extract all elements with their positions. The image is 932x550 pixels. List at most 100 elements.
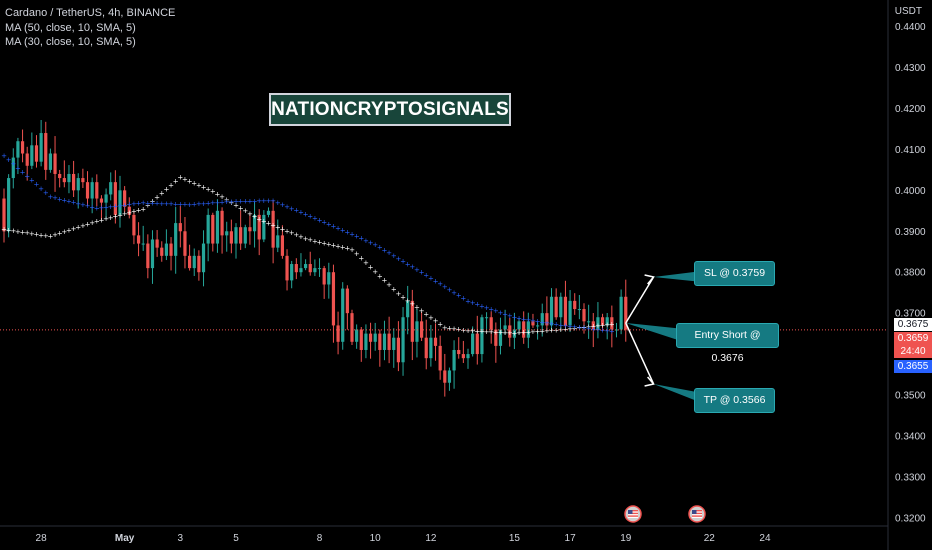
- candle: [573, 293, 577, 315]
- ma-point: +: [261, 197, 267, 205]
- candle: [16, 137, 20, 175]
- time-axis[interactable]: 28 May 3 5 8 10 12 15 17 19 22 24: [36, 533, 771, 544]
- event-icons[interactable]: [624, 505, 706, 523]
- ma-point: +: [502, 329, 508, 337]
- time-tick-label: 8: [317, 533, 323, 544]
- candle: [517, 317, 521, 335]
- stop-loss-callout[interactable]: SL @ 0.3759: [694, 261, 775, 286]
- ma-point: +: [567, 323, 573, 331]
- ma-point: +: [61, 228, 67, 236]
- ma-point: +: [456, 326, 462, 334]
- ma-point: +: [29, 230, 35, 238]
- ma-point: +: [191, 200, 197, 208]
- ma-point: +: [228, 199, 234, 207]
- ma-point: +: [24, 173, 30, 181]
- entry-callout[interactable]: Entry Short @ 0.3676: [676, 323, 779, 364]
- ma-point: +: [567, 325, 573, 333]
- ma-point: +: [326, 220, 332, 228]
- ma-point: +: [391, 252, 397, 260]
- ma-point: +: [549, 320, 555, 328]
- ma-point: +: [372, 268, 378, 276]
- candle: [285, 249, 289, 291]
- ma-point: +: [572, 324, 578, 332]
- ma-point: +: [382, 277, 388, 285]
- candle: [113, 170, 117, 224]
- candle: [345, 285, 349, 330]
- candle: [271, 199, 275, 264]
- candle: [25, 146, 29, 181]
- candle: [164, 229, 168, 261]
- candle: [118, 175, 122, 228]
- ma-point: +: [507, 312, 513, 320]
- ma-point: +: [609, 320, 615, 328]
- ma-point: +: [298, 209, 304, 217]
- ma-point: +: [576, 324, 582, 332]
- candle: [294, 258, 298, 280]
- ma-point: +: [419, 307, 425, 315]
- ma-50-legend[interactable]: MA (50, close, 10, SMA, 5): [5, 21, 136, 34]
- us-flag-event-icon[interactable]: [624, 505, 642, 523]
- ma-point: +: [47, 193, 53, 201]
- candle: [150, 230, 155, 284]
- ma-point: +: [331, 242, 337, 250]
- candle: [7, 174, 11, 238]
- ma-point: +: [270, 197, 276, 205]
- ma-point: +: [233, 197, 239, 205]
- last-price-tag: 0.3659: [894, 332, 932, 345]
- candle: [522, 311, 526, 344]
- us-flag-event-icon[interactable]: [688, 505, 706, 523]
- ma-point: +: [530, 328, 536, 336]
- ma-point: +: [219, 193, 225, 201]
- candle: [104, 188, 108, 220]
- symbol-title[interactable]: Cardano / TetherUS, 4h, BINANCE: [5, 7, 176, 19]
- ma-point: +: [340, 227, 346, 235]
- candle: [512, 312, 516, 350]
- candle: [178, 205, 182, 248]
- ma-50-price-tag: 0.3675: [894, 318, 932, 331]
- ma-point: +: [363, 237, 369, 245]
- candle: [146, 234, 150, 279]
- candle: [322, 265, 326, 299]
- ma-point: +: [284, 203, 290, 211]
- ma-point: +: [15, 164, 21, 172]
- ma-point: +: [163, 200, 169, 208]
- ma-point: +: [187, 201, 193, 209]
- ma-point: +: [377, 272, 383, 280]
- ma-point: +: [470, 299, 476, 307]
- ma-point: +: [581, 323, 587, 331]
- ma-point: +: [525, 328, 531, 336]
- candle: [313, 259, 317, 277]
- ma-point: +: [563, 322, 569, 330]
- ma-point: +: [349, 231, 355, 239]
- price-axis[interactable]: 0.4400 0.4300 0.4200 0.4100 0.4000 0.3900 0.38…: [895, 22, 926, 524]
- candle: [420, 312, 424, 341]
- candle: [568, 290, 572, 333]
- ma-point: +: [303, 235, 309, 243]
- ma-point: +: [423, 272, 429, 280]
- time-tick-label: 19: [620, 533, 632, 544]
- candle: [229, 219, 233, 254]
- ma-point: +: [516, 315, 522, 323]
- ma-point: +: [307, 212, 313, 220]
- candle: [85, 171, 90, 206]
- ma-point: +: [604, 321, 610, 329]
- candle: [48, 148, 52, 173]
- ma-point: +: [354, 250, 360, 258]
- ma-point: +: [52, 194, 58, 202]
- ma-point: +: [358, 235, 364, 243]
- ma-point: +: [335, 225, 341, 233]
- ma-point: +: [122, 201, 128, 209]
- ma-point: +: [187, 178, 193, 186]
- chart-legend: Cardano / TetherUS, 4h, BINANCE MA (50, …: [5, 6, 175, 50]
- ma-point: +: [307, 236, 313, 244]
- ma-point: +: [433, 317, 439, 325]
- candle: [559, 292, 563, 332]
- ma-point: +: [382, 246, 388, 254]
- take-profit-callout[interactable]: TP @ 0.3566: [694, 388, 775, 413]
- ma-point: +: [293, 207, 299, 215]
- ma-30-legend[interactable]: MA (30, close, 10, SMA, 5): [5, 36, 136, 48]
- price-tick-label: 0.4100: [895, 145, 926, 156]
- ma-point: +: [256, 197, 262, 205]
- ma-point: +: [29, 177, 35, 185]
